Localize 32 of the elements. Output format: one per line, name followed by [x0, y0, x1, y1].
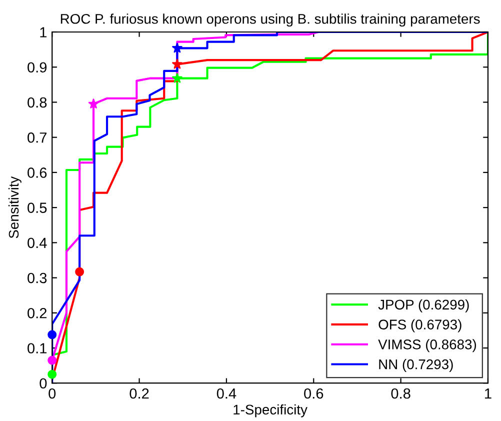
chart-title: ROC P. furiosus known operons using B. subtilis training parameters: [60, 14, 480, 27]
point: [75, 267, 84, 276]
x-tick-label: 1: [485, 388, 492, 399]
y-tick-label: 0.4: [28, 238, 47, 248]
x-axis-title: 1-Specificity: [234, 404, 308, 418]
y-tick-label: 0.1: [28, 343, 47, 354]
y-tick-label: 0.2: [28, 308, 47, 318]
y-tick-label: 0.5: [28, 202, 47, 213]
point: [172, 72, 182, 83]
point: [48, 370, 57, 379]
point: [48, 356, 57, 365]
y-tick-label: 0.3: [28, 272, 47, 284]
point: [172, 58, 182, 69]
y-tick-label: 1: [40, 27, 47, 38]
x-tick-label: 0.2: [130, 388, 149, 399]
x-tick-label: 0.4: [216, 388, 236, 399]
y-tick-label: 0.7: [28, 132, 47, 143]
legend-label: OFS (0.6793): [378, 319, 462, 332]
y-tick-label: 0.9: [28, 62, 47, 73]
x-tick-label: 0: [48, 388, 56, 399]
legend-label: VIMSS (0.8683): [378, 339, 476, 352]
y-tick-label: 0: [40, 378, 47, 389]
point: [88, 98, 99, 108]
x-tick-label: 0.6: [304, 388, 324, 399]
legend-label: JPOP (0.6299): [378, 299, 469, 312]
y-axis-title: Sensitivity: [8, 176, 22, 238]
y-tick-label: 0.6: [28, 168, 47, 178]
y-tick-label: 0.8: [28, 97, 47, 108]
point: [172, 42, 182, 53]
x-tick-label: 0.8: [391, 388, 410, 399]
point: [48, 330, 57, 340]
legend-label: NN (0.7293): [379, 359, 453, 372]
